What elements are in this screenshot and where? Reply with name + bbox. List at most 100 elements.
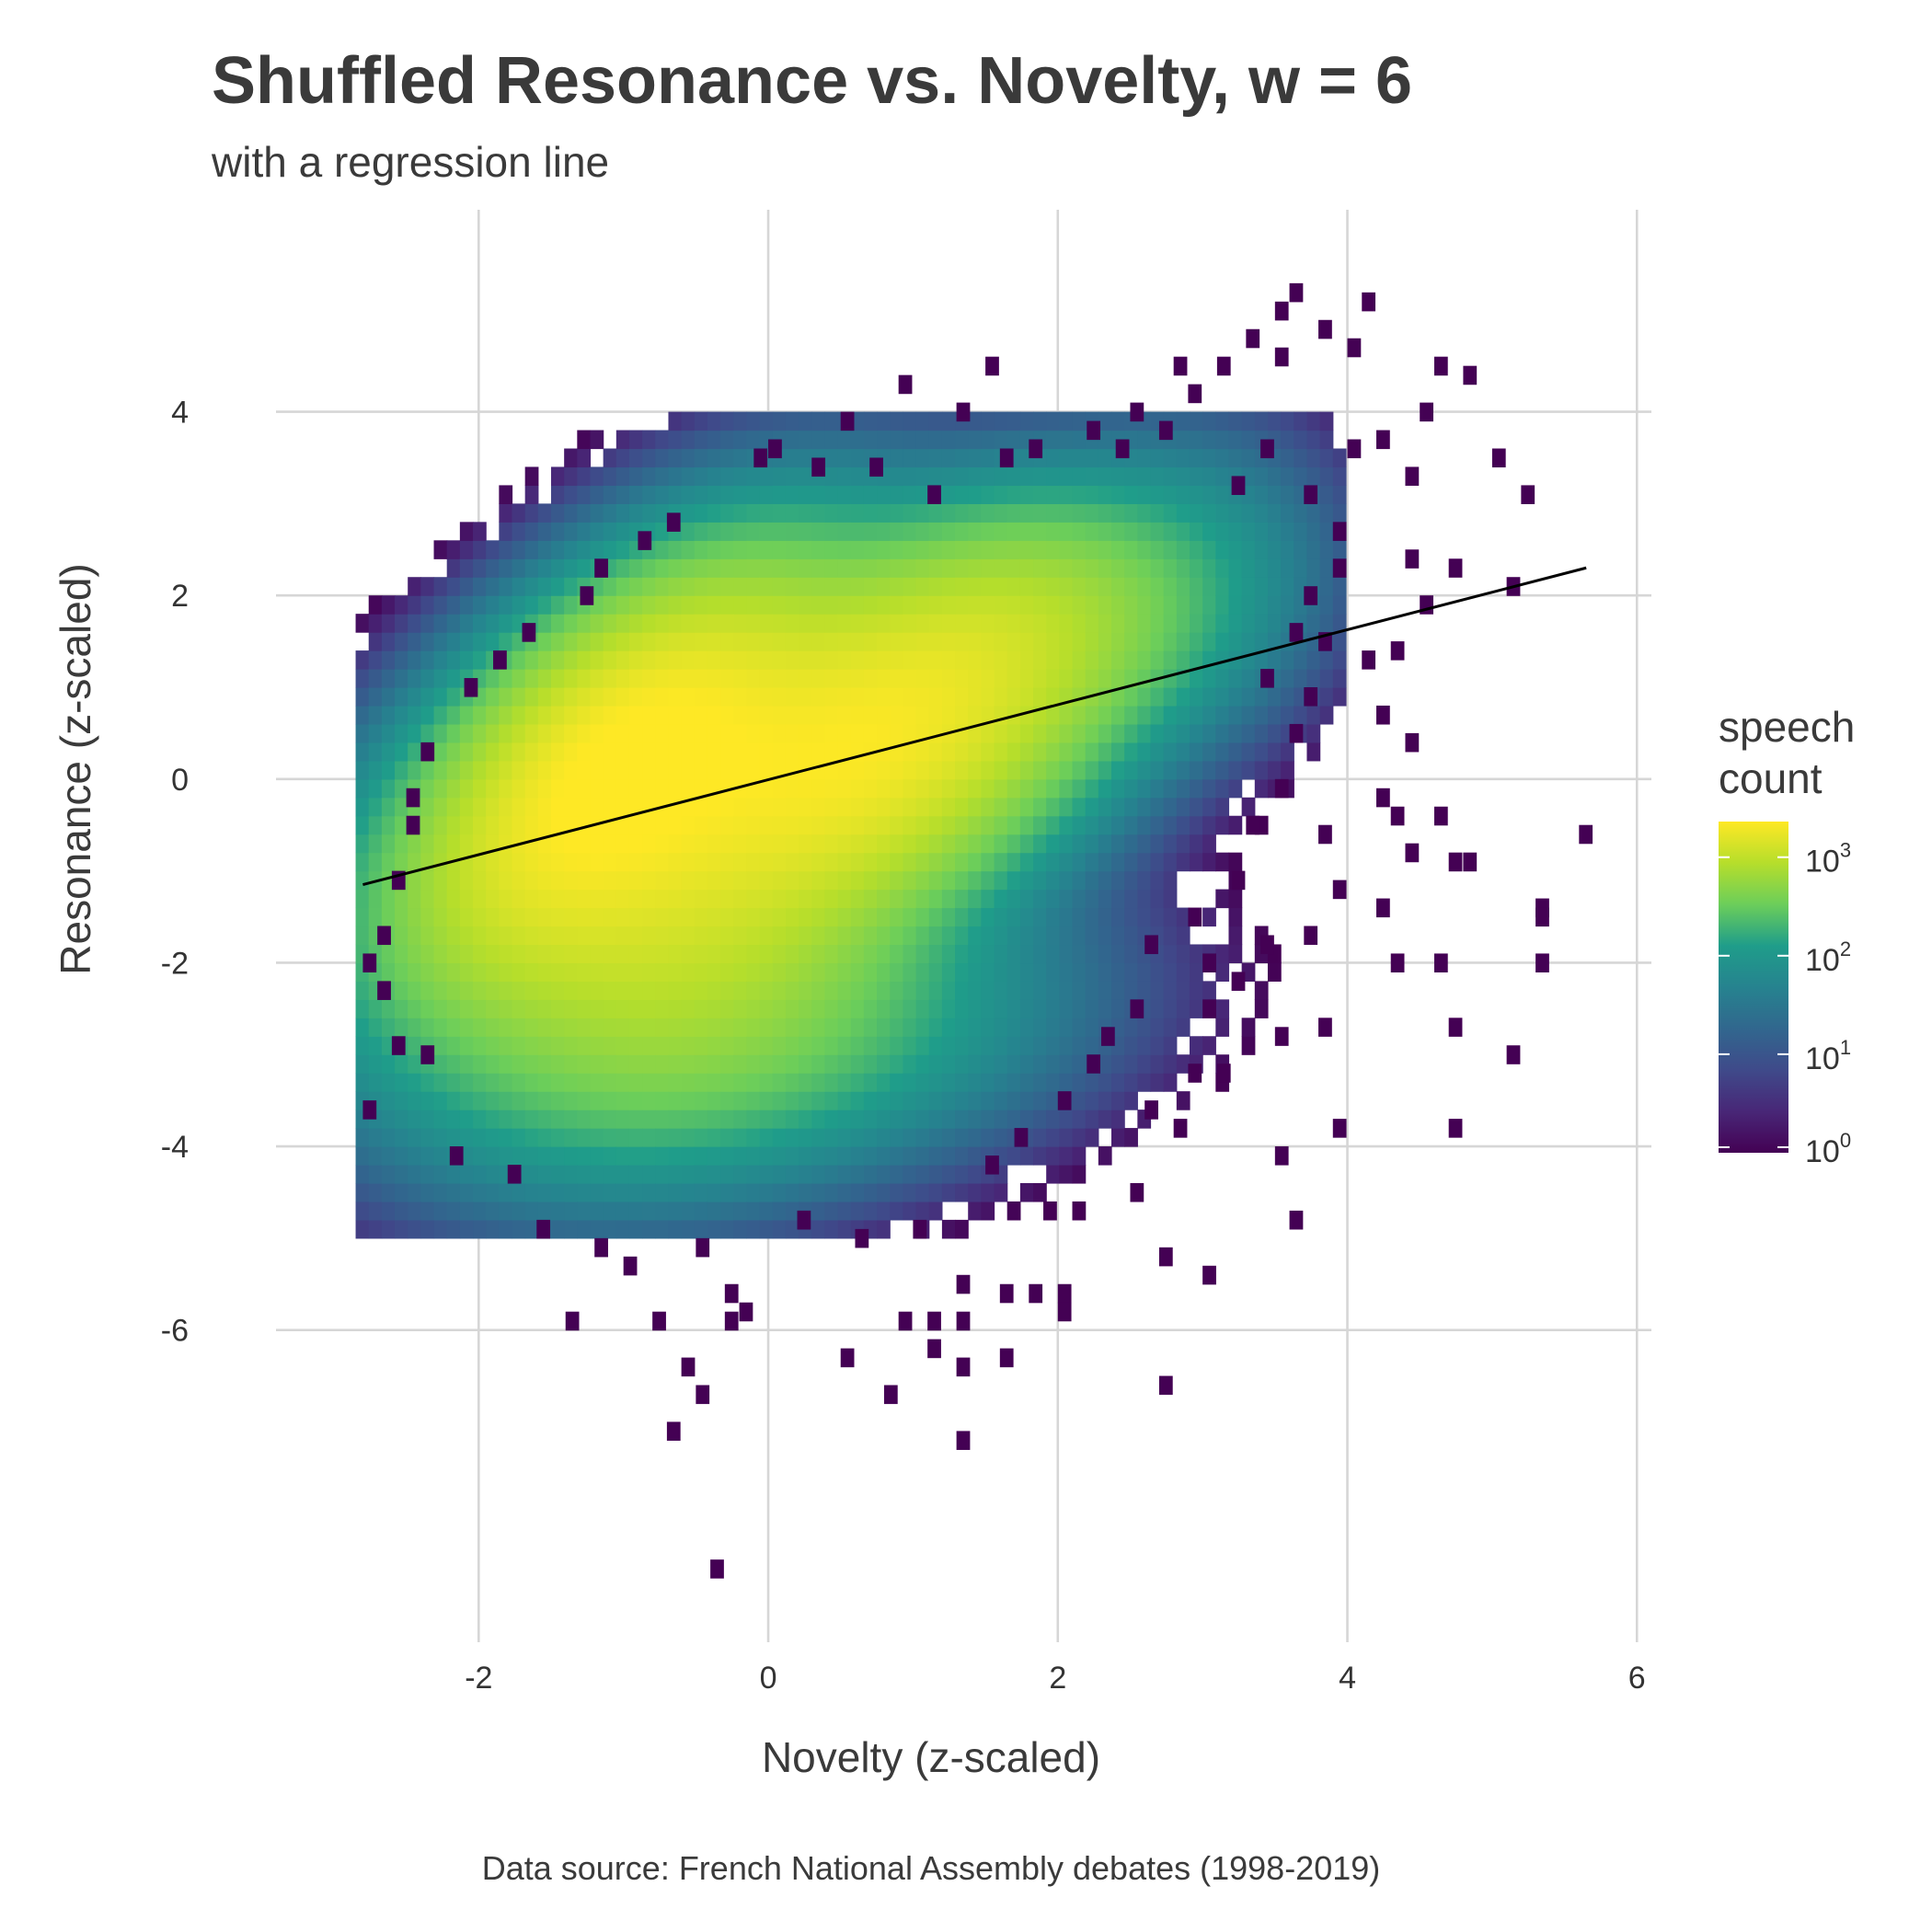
heatmap-bin [863, 632, 878, 651]
heatmap-bin [811, 778, 826, 799]
heatmap-bin [877, 1110, 891, 1129]
heatmap-bin [590, 723, 604, 743]
heatmap-bin [890, 1091, 904, 1110]
heatmap-bin [799, 1146, 812, 1166]
heatmap-bin [655, 448, 670, 468]
heatmap-bin [1124, 1018, 1138, 1037]
legend-tick-base: 10 [1805, 943, 1840, 978]
heatmap-bin [1019, 1036, 1034, 1055]
heatmap-bin [1319, 503, 1334, 523]
heatmap-bin [551, 540, 565, 559]
heatmap-bin [590, 870, 604, 891]
heatmap-bin [1163, 632, 1178, 651]
heatmap-bin [628, 742, 643, 762]
heatmap-bin [746, 797, 761, 817]
heatmap-bin [1176, 1018, 1190, 1037]
heatmap-bin [1137, 430, 1152, 450]
heatmap-bin [941, 650, 956, 670]
heatmap-bin [408, 834, 421, 854]
heatmap-bin [1019, 944, 1034, 964]
heatmap-bin [1267, 540, 1282, 559]
heatmap-bin [720, 797, 734, 817]
heatmap-bin [877, 632, 891, 651]
heatmap-bin [1124, 466, 1138, 487]
heatmap-bin [655, 687, 670, 707]
heatmap-bin [877, 1165, 891, 1184]
heatmap-bin [733, 981, 748, 1000]
heatmap-bin [603, 1201, 617, 1221]
heatmap-bin [890, 705, 904, 725]
heatmap-bin [459, 1128, 474, 1147]
y-tick-label: -6 [161, 1314, 189, 1349]
heatmap-bin [681, 1110, 696, 1129]
heatmap-bin [473, 742, 487, 762]
legend-tick-base: 10 [1805, 1041, 1840, 1076]
heatmap-bin [1189, 466, 1203, 487]
heatmap-bin-sparse [1202, 999, 1216, 1018]
heatmap-bin [524, 1018, 539, 1037]
heatmap-bin [459, 1073, 474, 1092]
heatmap-bin [707, 448, 721, 468]
heatmap-bin [877, 614, 891, 633]
heatmap-bin [564, 577, 578, 596]
heatmap-bin [368, 907, 383, 927]
heatmap-bin-sparse [1029, 439, 1043, 459]
heatmap-bin [628, 687, 643, 707]
heatmap-bin [785, 926, 799, 946]
heatmap-bin [408, 1201, 421, 1221]
heatmap-bin [1189, 999, 1203, 1018]
heatmap-bin [785, 889, 799, 909]
heatmap-bin [955, 503, 969, 523]
heatmap-bin [811, 614, 826, 633]
heatmap-bin [368, 1165, 383, 1184]
heatmap-bin [890, 577, 904, 596]
heatmap-bin [1059, 705, 1074, 725]
heatmap-bin [1228, 577, 1243, 596]
heatmap-bin [590, 1091, 604, 1110]
heatmap-bin [355, 614, 370, 633]
heatmap-bin [537, 981, 552, 1000]
heatmap-bin [785, 411, 799, 431]
heatmap-bin [1124, 1091, 1138, 1110]
heatmap-bin [499, 1182, 513, 1202]
heatmap-bin [759, 687, 774, 707]
heatmap-bin [1319, 466, 1334, 487]
heatmap-bin [473, 1091, 487, 1110]
heatmap-bin [1033, 687, 1047, 707]
heatmap-bin [694, 907, 708, 927]
heatmap-bin [1085, 815, 1099, 835]
heatmap-bin [1019, 852, 1034, 872]
heatmap-bin [577, 503, 592, 523]
heatmap-bin [759, 1110, 774, 1129]
heatmap-bin [928, 1182, 943, 1202]
heatmap-bin [1072, 430, 1087, 450]
heatmap-bin [928, 944, 943, 964]
heatmap-bin [408, 577, 421, 596]
heatmap-bin [824, 503, 839, 523]
heatmap-bin [1072, 760, 1087, 780]
heatmap-bin [1202, 907, 1216, 927]
heatmap-bin [915, 1146, 930, 1166]
heatmap-bin [628, 614, 643, 633]
heatmap-bin [877, 540, 891, 559]
heatmap-bin [1111, 411, 1125, 431]
heatmap-bin [524, 1201, 539, 1221]
heatmap-bin [1176, 723, 1190, 743]
heatmap-bin [1281, 650, 1294, 670]
heatmap-bin [603, 889, 617, 909]
heatmap-bin [772, 962, 787, 982]
heatmap-bin-sparse [1087, 420, 1101, 441]
heatmap-bin [890, 1128, 904, 1147]
heatmap-bin [1137, 797, 1152, 817]
heatmap-bin [759, 1018, 774, 1037]
heatmap-bin [928, 1018, 943, 1037]
heatmap-bin [564, 632, 578, 651]
heatmap-bin [785, 834, 799, 854]
heatmap-bin [890, 595, 904, 615]
heatmap-bin [499, 540, 513, 559]
heatmap-bin [1228, 889, 1243, 909]
heatmap-bin [1215, 669, 1230, 688]
heatmap-bin [433, 1073, 448, 1092]
heatmap-bin [1019, 870, 1034, 891]
heatmap-bin [877, 1219, 891, 1239]
